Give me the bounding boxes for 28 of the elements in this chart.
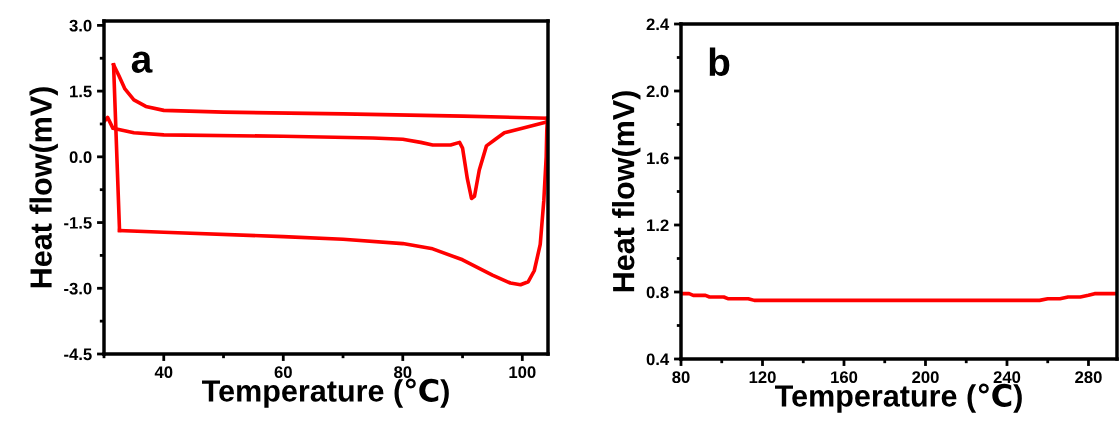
annotation: b <box>709 47 730 77</box>
y-tick-label: 2.0 <box>646 85 669 98</box>
y-tick-label: -4.5 <box>64 348 92 361</box>
x-tick-label: 100 <box>509 366 536 379</box>
y-tick-label: -3.0 <box>64 282 92 295</box>
y-tick-label: 0.0 <box>69 151 92 164</box>
y-tick-label: 0.8 <box>646 286 669 299</box>
y-tick-label: 1.6 <box>647 152 669 165</box>
annotation: a <box>131 51 153 73</box>
y-tick-label: 1.5 <box>70 85 92 98</box>
y-tick-label: 3.0 <box>69 19 92 32</box>
y-tick-label: 1.2 <box>647 219 669 232</box>
x-axis-title: Temperature (℃) <box>775 383 1022 413</box>
y-axis-title: Heat flow(mV) <box>29 87 58 288</box>
x-tick-label: 200 <box>912 371 939 384</box>
x-tick-label: 40 <box>154 366 173 379</box>
x-tick-label: 80 <box>672 371 690 384</box>
x-tick-label: 80 <box>394 366 412 379</box>
x-tick-label: 60 <box>274 366 292 379</box>
x-axis-title: Temperature (℃) <box>202 378 449 408</box>
y-tick-label: 0.4 <box>646 353 670 366</box>
x-tick-label: 280 <box>1075 371 1102 384</box>
y-axis-title: Heat flow(mV) <box>611 91 641 292</box>
y-tick-label: -1.5 <box>64 217 92 229</box>
x-tick-label: 240 <box>993 371 1021 384</box>
x-tick-label: 160 <box>831 371 858 384</box>
y-tick-label: 2.4 <box>646 18 670 31</box>
x-tick-label: 120 <box>749 371 776 384</box>
